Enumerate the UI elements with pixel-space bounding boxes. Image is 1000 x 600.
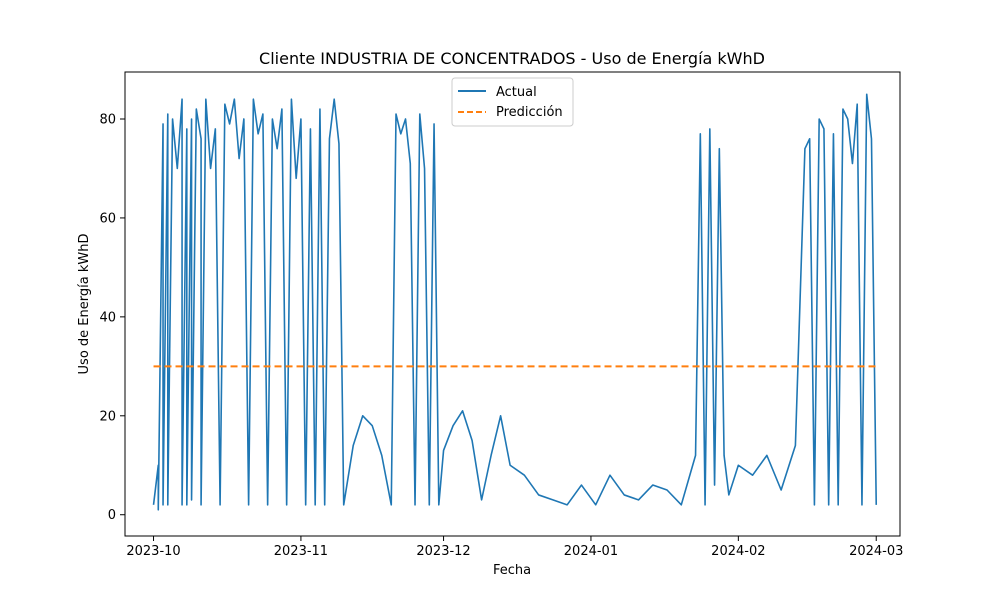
x-tick-label: 2023-11 (274, 544, 328, 559)
x-axis: 2023-10 2023-11 2023-12 2024-01 2024-02 2024-… (126, 536, 903, 559)
y-tick-label: 20 (99, 409, 116, 424)
x-tick-label: 2023-10 (126, 544, 180, 559)
x-tick-label: 2024-01 (564, 544, 618, 559)
plot-frame (124, 71, 901, 537)
y-tick-label: 0 (108, 508, 116, 523)
y-axis-label: Uso de Energía kWhD (77, 234, 92, 375)
y-tick-label: 80 (99, 112, 116, 127)
y-tick-label: 40 (99, 310, 116, 325)
y-axis: 0 20 40 60 80 (99, 112, 125, 523)
plot-background (125, 72, 900, 536)
x-tick-label: 2024-02 (711, 544, 765, 559)
legend-actual-label: Actual (496, 85, 537, 100)
legend-prediction-label: Predicción (496, 105, 563, 120)
y-tick-label: 60 (99, 211, 116, 226)
series-layer (152, 93, 878, 511)
x-tick-label: 2023-12 (416, 544, 470, 559)
legend: Actual Predicción (451, 77, 574, 127)
series-line-actual (152, 93, 878, 511)
x-tick-label: 2024-03 (849, 544, 903, 559)
chart-title: Cliente INDUSTRIA DE CONCENTRADOS - Uso … (259, 49, 765, 68)
x-axis-label: Fecha (493, 563, 531, 578)
